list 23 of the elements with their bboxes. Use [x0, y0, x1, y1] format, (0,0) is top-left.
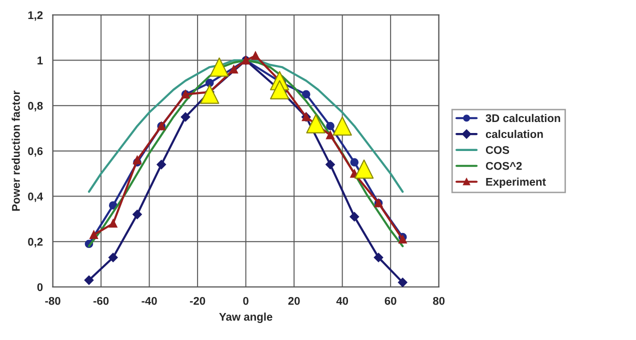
- x-tick-label: -60: [93, 296, 109, 305]
- x-tick-label: -20: [190, 296, 206, 305]
- x-tick-label: 80: [433, 296, 445, 305]
- y-tick-label: 0,8: [28, 102, 43, 112]
- y-tick-label: 0,6: [28, 147, 43, 157]
- y-tick-label: 1,2: [28, 11, 43, 21]
- x-tick-label: 20: [288, 296, 300, 305]
- y-axis-title: Power reduction factor: [12, 90, 20, 211]
- y-tick-label: 0,4: [28, 192, 44, 202]
- x-tick-label: -80: [45, 296, 60, 305]
- y-tick-label: 0: [37, 283, 43, 292]
- legend-label: COS^2: [486, 162, 522, 170]
- legend-label: 3D calculation: [486, 114, 560, 122]
- x-tick-label: 40: [336, 296, 348, 305]
- x-tick-label: 60: [384, 296, 396, 305]
- x-tick-label: 0: [243, 296, 248, 305]
- legend-label: calculation: [486, 130, 543, 138]
- x-tick-label: -40: [142, 296, 157, 305]
- legend-label: COS: [486, 146, 510, 154]
- y-tick-label: 1: [38, 56, 43, 64]
- legend-label: Experiment: [486, 178, 546, 188]
- x-axis-title: Yaw angle: [219, 312, 272, 323]
- y-tick-label: 0,2: [28, 238, 43, 248]
